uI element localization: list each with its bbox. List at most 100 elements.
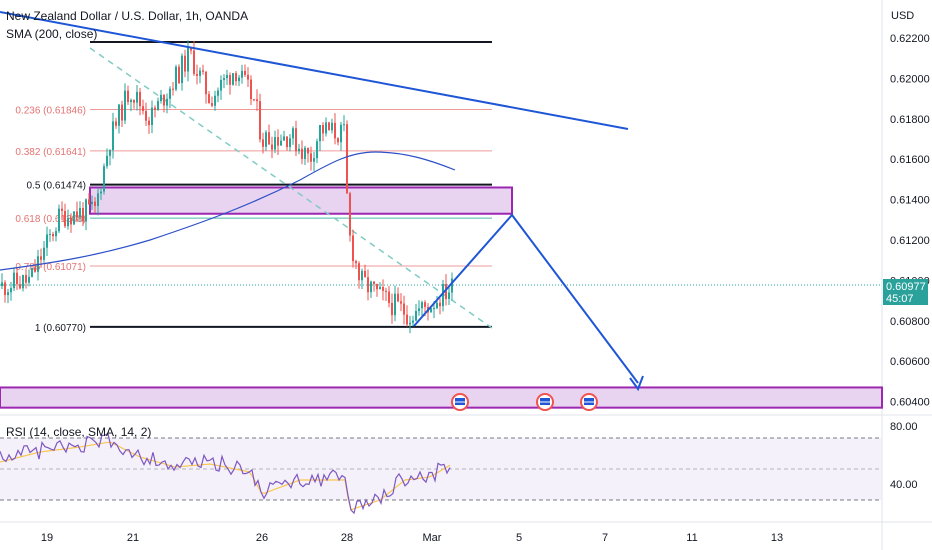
candle-body — [28, 276, 30, 283]
candle-body — [400, 301, 402, 304]
candle-body — [424, 302, 426, 307]
candle-body — [10, 288, 12, 293]
candle-body — [124, 90, 126, 121]
price-tick-label: 0.61600 — [890, 154, 930, 166]
candle-body — [76, 211, 78, 218]
candle-body — [268, 132, 270, 145]
candle-body — [298, 148, 300, 152]
candle-body — [388, 291, 390, 303]
fib-level-label: 0.382 (0.61641) — [15, 147, 86, 158]
sma-indicator-label[interactable]: SMA (200, close) — [6, 27, 98, 41]
candle-body — [253, 99, 255, 101]
candle-body — [43, 247, 45, 260]
candle-body — [67, 217, 69, 227]
candle-body — [292, 128, 294, 139]
price-tick-label: 0.60600 — [890, 356, 930, 368]
candle-body — [322, 124, 324, 134]
candle-body — [259, 101, 261, 140]
candle-body — [127, 90, 129, 103]
time-tick-label: 13 — [771, 532, 783, 544]
candle-body — [433, 308, 435, 310]
price-tick-label: 0.61200 — [890, 235, 930, 247]
candle-body — [133, 99, 135, 103]
candle-body — [118, 104, 120, 126]
time-tick-label: 11 — [686, 532, 697, 544]
rsi-line — [0, 432, 451, 515]
candle-body — [229, 75, 231, 85]
candle-body — [121, 104, 123, 121]
last-price-value: 0.60977 — [886, 281, 926, 293]
projection-arrowhead — [629, 375, 644, 392]
candle-body — [34, 267, 36, 272]
candle-body — [172, 88, 174, 90]
candle-body — [421, 302, 423, 309]
candle-body — [163, 94, 165, 106]
candle-body — [376, 284, 378, 290]
candle-body — [175, 66, 177, 90]
candle-body — [70, 217, 72, 225]
candle-body — [88, 199, 90, 205]
candle-body — [313, 158, 315, 162]
price-tick-label: 0.60800 — [890, 316, 930, 328]
projection-path — [413, 213, 639, 384]
candle-body — [340, 124, 342, 143]
candle-body — [334, 122, 336, 139]
candle-body — [196, 73, 198, 76]
candle-body — [199, 70, 201, 76]
time-tick-label: 5 — [516, 532, 522, 544]
candle-body — [19, 284, 21, 289]
candle-body — [406, 314, 408, 325]
candle-body — [166, 98, 168, 106]
time-tick-label: 7 — [602, 532, 608, 544]
time-tick-label: 26 — [256, 532, 268, 544]
candle-body — [418, 308, 420, 312]
candle-body — [178, 66, 180, 84]
price-tick-label: 0.62200 — [890, 33, 930, 45]
candle-body — [151, 107, 153, 125]
currency-label[interactable]: USD — [891, 10, 915, 22]
fib-level-label: 0.236 (0.61846) — [15, 106, 86, 117]
candle-body — [391, 302, 393, 316]
target-zone — [0, 386, 883, 409]
candle-body — [244, 70, 246, 75]
candle-body — [115, 121, 117, 126]
candle-body — [112, 121, 114, 151]
candle-body — [352, 235, 354, 262]
candle-body — [289, 138, 291, 148]
rsi-tick-label: 80.00 — [890, 421, 918, 433]
fib-level-label: 0.786 (0.61071) — [15, 262, 86, 273]
candle-body — [364, 270, 366, 278]
bar-countdown: 45:07 — [886, 293, 914, 305]
rsi-sma-line — [0, 441, 451, 511]
candle-body — [55, 231, 57, 237]
candle-body — [94, 201, 96, 206]
candle-body — [262, 139, 264, 147]
candle-body — [22, 275, 24, 289]
time-tick-label: Mar — [423, 532, 442, 544]
candles-group — [1, 40, 453, 334]
candle-body — [64, 210, 66, 227]
last-price-badge: 0.60977 45:07 — [883, 279, 928, 305]
sma-200-line — [0, 151, 456, 271]
candle-body — [370, 281, 372, 293]
candle-body — [97, 193, 99, 206]
candle-body — [373, 281, 375, 285]
candle-body — [265, 132, 267, 147]
candle-body — [412, 320, 414, 323]
candle-body — [250, 79, 252, 100]
candle-body — [58, 208, 60, 232]
dashed-trendline — [89, 47, 493, 329]
candle-body — [235, 73, 237, 82]
candle-body — [187, 47, 189, 72]
candle-body — [100, 191, 102, 194]
candle-body — [241, 70, 243, 78]
candle-body — [25, 275, 27, 283]
rsi-indicator-label[interactable]: RSI (14, close, SMA, 14, 2) — [6, 425, 152, 439]
candle-body — [13, 272, 15, 289]
candle-body — [202, 70, 204, 72]
candle-body — [106, 155, 108, 167]
candle-body — [343, 124, 345, 126]
candle-body — [214, 95, 216, 106]
fib-level-label: 1 (0.60770) — [35, 323, 86, 334]
candle-body — [319, 124, 321, 142]
